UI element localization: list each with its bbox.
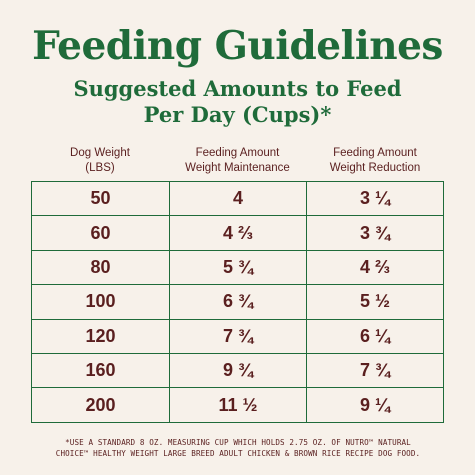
cell-dog-weight: 200 <box>32 388 170 423</box>
cell-reduction: 6 ¼ <box>359 325 391 346</box>
cell-reduction: 3 ¼ <box>359 188 391 209</box>
cell-dog-weight: 100 <box>32 285 170 319</box>
page-title: Feeding Guidelines <box>32 23 443 69</box>
table-row: 120 7 ¾ 6 ¼ <box>32 319 443 354</box>
page-subtitle: Suggested Amounts to Feed Per Day (Cups)… <box>0 76 475 128</box>
table-row: 200 11 ½ 9 ¼ <box>32 388 443 423</box>
table-row: 50 4 3 ¼ <box>32 182 443 217</box>
cell-reduction: 7 ¾ <box>359 360 391 381</box>
cell-dog-weight: 120 <box>32 319 170 353</box>
column-header-reduction: Feeding Amount Weight Reduction <box>306 146 444 176</box>
cell-reduction: 5 ½ <box>359 291 391 312</box>
feeding-table: 50 4 3 ¼ 60 4 ⅔ 3 ¾ 80 5 ¾ 4 ⅔ 100 6 ¾ 5… <box>31 181 444 423</box>
cell-dog-weight: 160 <box>32 354 170 388</box>
table-row: 60 4 ⅔ 3 ¾ <box>32 216 443 251</box>
cell-reduction: 3 ¾ <box>359 222 391 243</box>
cell-maintenance: 4 ⅔ <box>170 216 307 250</box>
table-row: 80 5 ¾ 4 ⅔ <box>32 250 443 286</box>
cell-maintenance: 11 ½ <box>170 388 307 423</box>
cell-dog-weight: 60 <box>32 216 170 250</box>
footnote-line-2: CHOICE™ HEALTHY WEIGHT LARGE BREED ADULT… <box>55 449 421 458</box>
cell-reduction: 4 ⅔ <box>359 256 391 277</box>
cell-maintenance: 9 ¾ <box>170 354 307 388</box>
column-header-line: Weight Reduction <box>329 162 421 174</box>
subtitle-line-2: Per Day (Cups)* <box>143 102 332 127</box>
column-header-maintenance: Feeding Amount Weight Maintenance <box>169 146 306 176</box>
footnote-line-1: *USE A STANDARD 8 OZ. MEASURING CUP WHIC… <box>65 438 411 447</box>
table-row: 100 6 ¾ 5 ½ <box>32 285 443 320</box>
column-header-dog-weight: Dog Weight (LBS) <box>31 146 169 176</box>
table-row: 160 9 ¾ 7 ¾ <box>32 354 443 389</box>
column-header-line: Feeding Amount <box>195 147 280 159</box>
cell-reduction: 9 ¼ <box>359 395 391 416</box>
cell-dog-weight: 80 <box>32 250 170 285</box>
cell-maintenance: 6 ¾ <box>170 285 307 319</box>
cell-maintenance: 7 ¾ <box>170 319 307 353</box>
cell-maintenance: 5 ¾ <box>170 250 307 285</box>
column-header-line: Weight Maintenance <box>185 162 290 174</box>
column-header-line: (LBS) <box>85 162 115 174</box>
column-header-line: Feeding Amount <box>333 147 417 159</box>
cell-dog-weight: 50 <box>32 182 170 216</box>
footnote: *USE A STANDARD 8 OZ. MEASURING CUP WHIC… <box>18 437 458 459</box>
column-header-line: Dog Weight <box>70 147 130 159</box>
cell-maintenance: 4 <box>170 182 307 216</box>
subtitle-line-1: Suggested Amounts to Feed <box>73 76 402 101</box>
